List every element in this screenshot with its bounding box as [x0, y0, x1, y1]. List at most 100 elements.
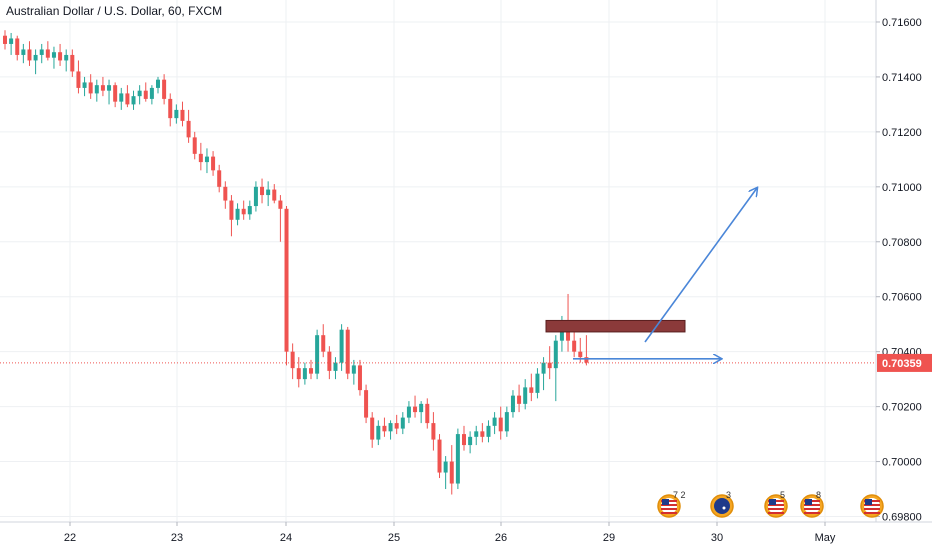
price-tick-label: 0.69800: [882, 512, 922, 524]
event-badge-count: 5: [780, 490, 785, 500]
event-badge-count: 7 2: [673, 490, 686, 500]
candle-body: [180, 109, 185, 121]
price-tick-label: 0.70200: [882, 402, 922, 414]
candle-body: [504, 412, 509, 432]
event-badge[interactable]: 5: [764, 490, 788, 518]
event-badge-count: 8: [816, 490, 821, 500]
candle-body: [309, 368, 313, 374]
candle-body: [443, 461, 448, 473]
candle-body: [107, 85, 112, 91]
candle-body: [100, 85, 105, 91]
candle-body: [149, 87, 154, 99]
candle-body: [88, 82, 93, 94]
candle-body: [315, 335, 320, 374]
candle-body: [82, 82, 87, 88]
candle-body: [364, 390, 369, 418]
candle-body: [370, 417, 375, 440]
candle-body: [321, 335, 326, 352]
flag-stripe: [661, 512, 677, 514]
candle-body: [566, 329, 571, 341]
candle-body: [296, 368, 301, 380]
candles-group: [3, 30, 589, 495]
candle-body: [186, 120, 191, 138]
candle-body: [94, 85, 99, 94]
candle-body: [217, 170, 222, 187]
event-badges[interactable]: 7 2 3 5 8: [657, 490, 884, 518]
candle-body: [39, 49, 44, 55]
flag-canton: [865, 499, 872, 505]
candle-body: [33, 54, 38, 61]
candle-body: [27, 49, 32, 61]
current-price-label: 0.70359: [882, 358, 922, 370]
candle-body: [584, 357, 589, 363]
event-badge[interactable]: [860, 494, 884, 518]
candle-body: [437, 439, 442, 473]
candle-body: [345, 329, 350, 374]
candle-body: [510, 395, 515, 413]
candle-body: [272, 189, 277, 201]
flag-stripe: [864, 512, 880, 514]
candle-body: [113, 85, 118, 102]
candle-body: [553, 340, 558, 369]
candle-body: [388, 423, 393, 432]
candle-body: [131, 96, 136, 105]
candle-body: [413, 406, 418, 413]
candle-body: [211, 156, 216, 171]
resistance-zone: [545, 319, 686, 333]
candle-body: [425, 403, 430, 424]
candle-body: [76, 71, 81, 88]
candle-body: [559, 329, 564, 341]
candle-body: [302, 368, 307, 380]
candle-body: [290, 351, 295, 369]
candle-body: [455, 434, 460, 484]
candle-body: [449, 461, 454, 484]
flag-star: [722, 506, 726, 510]
candle-body: [400, 417, 405, 429]
candle-body: [572, 340, 577, 352]
flag-stripe: [768, 508, 784, 510]
candle-body: [351, 365, 356, 374]
candle-body: [137, 90, 142, 97]
time-tick-label: 25: [388, 532, 400, 544]
candle-body: [174, 109, 179, 119]
candle-body: [376, 425, 381, 440]
candle-body: [382, 425, 387, 432]
candle-body: [45, 49, 50, 58]
event-badge[interactable]: 7 2: [657, 490, 686, 518]
candle-body: [260, 186, 265, 196]
candle-body: [394, 423, 399, 429]
candle-body: [529, 387, 534, 393]
au-flag-icon: [714, 498, 730, 514]
candle-body: [235, 208, 240, 220]
candle-body: [204, 156, 209, 163]
candle-body: [419, 403, 424, 413]
price-axis-bg: [876, 0, 932, 550]
candle-body: [3, 35, 7, 44]
candle-body: [333, 362, 338, 371]
candle-body: [229, 200, 234, 220]
candle-body: [156, 79, 160, 88]
candle-body: [339, 329, 344, 363]
flag-stripe: [864, 508, 880, 510]
price-tick-label: 0.70800: [882, 237, 922, 249]
event-badge[interactable]: 3: [710, 490, 734, 518]
price-axis[interactable]: 0.71600 0.71400 0.71200 0.71000 0.70800 0.706…: [875, 0, 932, 550]
price-tick-label: 0.70000: [882, 457, 922, 469]
time-axis[interactable]: 22 23 24 25 26 29 30 May: [0, 521, 932, 544]
time-tick-label: 24: [280, 532, 292, 544]
candle-body: [198, 153, 203, 163]
chart-title: Australian Dollar / U.S. Dollar, 60, FXC…: [6, 4, 223, 18]
candle-body: [523, 387, 528, 404]
flag-stripe: [804, 512, 820, 514]
flag-stripe: [768, 512, 784, 514]
annotations-group: [0, 188, 876, 363]
candle-body: [578, 351, 583, 358]
candle-body: [162, 79, 167, 99]
up-arrow: [644, 188, 757, 343]
time-tick-label: 23: [171, 532, 183, 544]
candle-body: [119, 93, 124, 102]
time-tick-label: 22: [64, 532, 76, 544]
candle-body: [241, 208, 246, 215]
event-badge[interactable]: 8: [800, 490, 824, 518]
